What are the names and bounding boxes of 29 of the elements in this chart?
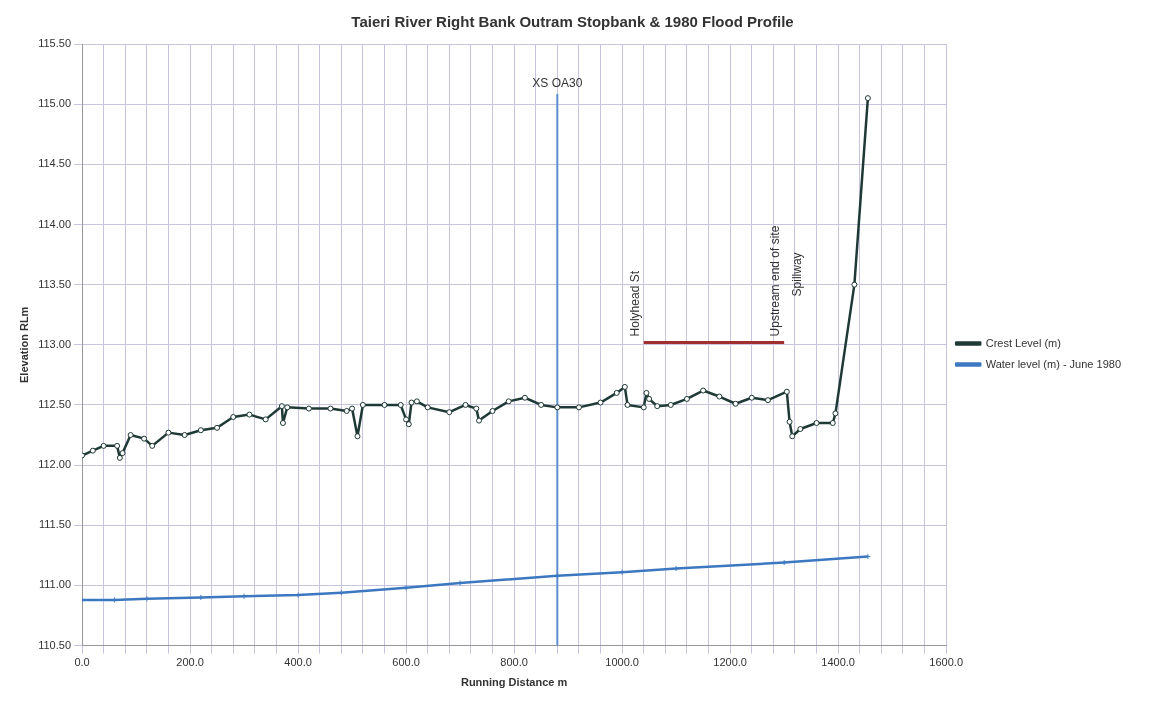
x-tick-label: 1000.0 bbox=[605, 656, 639, 669]
y-tick-label: 115.50 bbox=[38, 37, 72, 50]
x-tick-label: 200.0 bbox=[176, 656, 204, 669]
x-tick-label: 1200.0 bbox=[713, 656, 747, 669]
y-tick-label: 111.00 bbox=[39, 578, 72, 591]
y-tick-label: 111.50 bbox=[39, 518, 72, 531]
chart-title: Taieri River Right Bank Outram Stopbank & 1980 Flood Profile bbox=[351, 13, 794, 31]
y-tick-label: 112.00 bbox=[38, 458, 72, 471]
annotation: Holyhead St bbox=[628, 270, 643, 337]
x-tick-label: 1600.0 bbox=[929, 656, 964, 669]
x-tick-label: 600.0 bbox=[392, 656, 420, 669]
annotation: Upstream end of site bbox=[768, 225, 783, 337]
y-tick-label: 112.50 bbox=[38, 397, 72, 410]
y-tick-label: 114.00 bbox=[38, 217, 72, 230]
y-tick-label: 114.50 bbox=[38, 157, 72, 170]
y-tick-label: 113.00 bbox=[38, 337, 72, 350]
legend-label: Crest Level (m) bbox=[985, 336, 1061, 349]
x-tick-label: 800.0 bbox=[500, 656, 528, 669]
x-tick-label: 0.0 bbox=[74, 656, 90, 669]
y-tick-label: 110.50 bbox=[38, 638, 72, 651]
legend-label: Water level (m) - June 1980 bbox=[985, 357, 1121, 370]
x-axis-title: Running Distance m bbox=[460, 676, 568, 689]
y-tick-label: 113.50 bbox=[38, 277, 72, 290]
y-axis-title: Elevation RLm bbox=[17, 306, 30, 383]
annotation: Spillway bbox=[790, 252, 805, 297]
ref-line-label: XS OA30 bbox=[532, 76, 583, 91]
x-tick-label: 400.0 bbox=[284, 656, 312, 669]
x-tick-label: 1400.0 bbox=[821, 656, 855, 669]
y-tick-label: 115.00 bbox=[38, 97, 72, 110]
